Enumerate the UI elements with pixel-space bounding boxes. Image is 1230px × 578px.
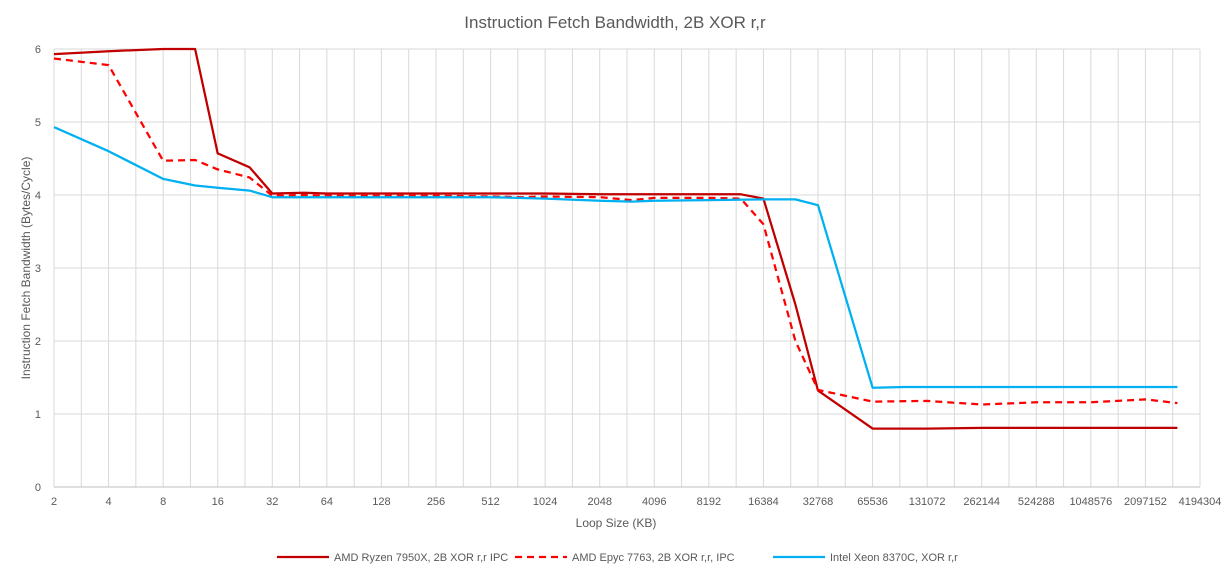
legend-label: AMD Epyc 7763, 2B XOR r,r, IPC xyxy=(572,552,735,564)
x-tick-label: 1048576 xyxy=(1069,496,1112,508)
series-line-1 xyxy=(53,47,1178,430)
series-line-3 xyxy=(53,126,1178,389)
series-layer xyxy=(53,47,1178,430)
x-tick-label: 64 xyxy=(321,496,333,508)
x-tick-label: 2 xyxy=(51,496,57,508)
x-tick-label: 512 xyxy=(481,496,499,508)
legend-label: Intel Xeon 8370C, XOR r,r xyxy=(830,552,958,564)
x-tick-label: 128 xyxy=(372,496,390,508)
y-tick-label: 2 xyxy=(35,336,41,348)
x-tick-label: 4194304 xyxy=(1179,496,1222,508)
x-tick-labels: 2 4 8 16 32 64 128 256 512 1024 2048 4096 8192 16384 3… xyxy=(51,496,1221,508)
x-tick-label: 8192 xyxy=(697,496,721,508)
x-tick-label: 256 xyxy=(427,496,445,508)
x-tick-label: 2097152 xyxy=(1124,496,1167,508)
y-tick-label: 5 xyxy=(35,117,41,129)
x-tick-label: 4096 xyxy=(642,496,666,508)
y-axis-label: Instruction Fetch Bandwidth (Bytes/Cycle… xyxy=(19,157,33,380)
x-tick-label: 16384 xyxy=(748,496,779,508)
y-tick-labels: 0 1 2 3 4 5 6 xyxy=(35,44,41,494)
y-tick-label: 6 xyxy=(35,44,41,56)
y-tick-label: 4 xyxy=(35,190,41,202)
x-tick-label: 32768 xyxy=(803,496,834,508)
legend-label: AMD Ryzen 7950X, 2B XOR r,r IPC xyxy=(334,552,508,564)
x-tick-label: 1024 xyxy=(533,496,557,508)
x-tick-label: 524288 xyxy=(1018,496,1055,508)
x-tick-label: 2048 xyxy=(587,496,611,508)
x-tick-label: 32 xyxy=(266,496,278,508)
series-line-2 xyxy=(53,57,1178,406)
x-tick-label: 65536 xyxy=(857,496,888,508)
chart-title: Instruction Fetch Bandwidth, 2B XOR r,r xyxy=(464,13,766,32)
y-tick-label: 1 xyxy=(35,409,41,421)
legend: AMD Ryzen 7950X, 2B XOR r,r IPC AMD Epyc … xyxy=(277,552,958,564)
x-axis-label: Loop Size (KB) xyxy=(576,516,657,530)
grid xyxy=(53,48,1201,487)
x-tick-label: 262144 xyxy=(963,496,1000,508)
x-tick-label: 8 xyxy=(160,496,166,508)
y-tick-label: 0 xyxy=(35,482,41,494)
x-tick-label: 16 xyxy=(212,496,224,508)
y-tick-label: 3 xyxy=(35,263,41,275)
x-tick-label: 4 xyxy=(106,496,112,508)
x-tick-label: 131072 xyxy=(909,496,946,508)
